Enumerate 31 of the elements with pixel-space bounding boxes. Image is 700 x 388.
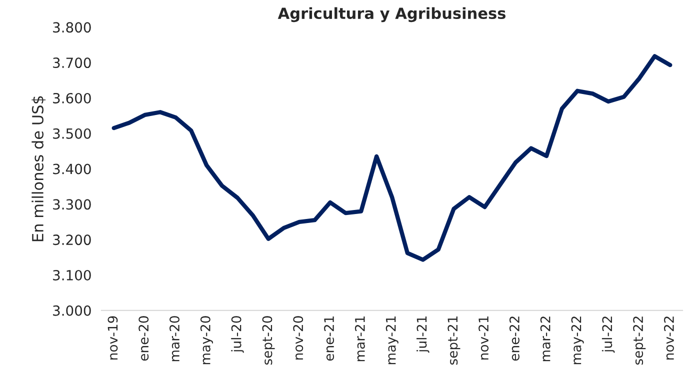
x-tick-label: mar-22: [540, 316, 550, 362]
x-tick-label: jul-20: [231, 316, 244, 353]
y-tick-label: 3.000: [53, 305, 91, 316]
y-tick-label: 3.600: [53, 92, 91, 104]
x-tick-label: may-20: [200, 316, 213, 364]
line-series: [112, 54, 672, 262]
x-tick-label: sept-21: [448, 316, 460, 365]
x-tick-label: jul-22: [602, 316, 615, 353]
x-tick-label: mar-20: [170, 316, 180, 362]
y-tick-label: 3.700: [53, 58, 91, 68]
chart-title: Agricultura y Agribusiness: [278, 7, 506, 22]
x-tick-label: sept-20: [262, 316, 275, 365]
y-tick-label: 3.100: [53, 270, 91, 280]
x-tick-label: nov-22: [664, 316, 674, 360]
x-tick-label: may-22: [571, 316, 584, 364]
x-tick-label: may-21: [386, 316, 398, 364]
y-tick-label: 3.500: [53, 128, 91, 139]
x-tick-label: sept-22: [633, 316, 646, 365]
x-tick-label: ene-21: [324, 316, 334, 361]
x-tick-label: nov-21: [478, 316, 489, 360]
x-tick-label: mar-21: [354, 316, 365, 362]
y-tick-label: 3.300: [53, 199, 91, 210]
y-tick-label: 3.200: [53, 234, 91, 246]
x-tick-label: nov-20: [293, 316, 304, 360]
y-tick-label: 3.800: [53, 22, 91, 33]
y-axis-title: En millones de US$: [32, 96, 46, 242]
x-tick-label: nov-19: [108, 316, 118, 360]
x-tick-label: ene-20: [138, 316, 149, 361]
x-tick-label: jul-21: [416, 316, 430, 353]
x-tick-label: ene-22: [509, 316, 520, 361]
y-tick-label: 3.400: [53, 164, 91, 174]
